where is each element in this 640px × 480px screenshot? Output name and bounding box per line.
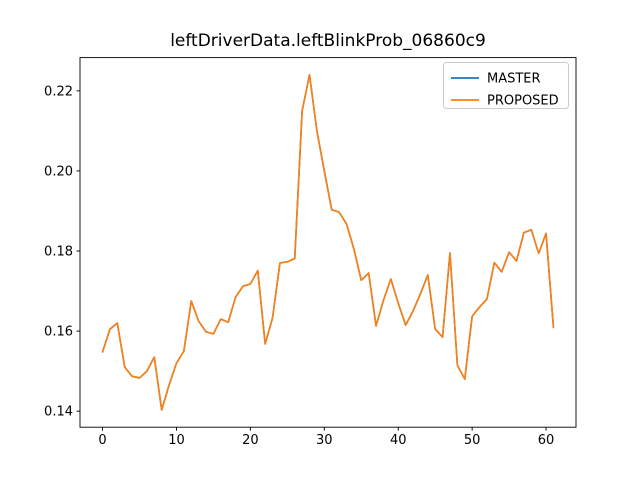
chart-title: leftDriverData.leftBlinkProb_06860c9 bbox=[170, 31, 486, 51]
x-tick-label: 10 bbox=[168, 433, 185, 448]
legend: MASTER PROPOSED bbox=[443, 62, 569, 109]
x-tick-label: 20 bbox=[242, 433, 259, 448]
legend-label-proposed: PROPOSED bbox=[487, 94, 559, 109]
plot-area bbox=[79, 57, 577, 428]
legend-box bbox=[443, 62, 569, 109]
proposed-line bbox=[101, 74, 555, 411]
x-tick-label: 0 bbox=[98, 433, 106, 448]
legend-label-master: MASTER bbox=[487, 72, 541, 87]
x-axis-ticks: 0 10 20 30 40 50 60 bbox=[98, 427, 554, 448]
y-tick-label: 0.22 bbox=[44, 84, 73, 99]
x-tick-label: 40 bbox=[390, 433, 407, 448]
x-tick-label: 30 bbox=[316, 433, 333, 448]
y-axis-ticks: 0.14 0.16 0.18 0.20 0.22 bbox=[44, 84, 80, 420]
y-tick-label: 0.16 bbox=[44, 325, 73, 340]
y-tick-label: 0.18 bbox=[44, 245, 73, 260]
series-lines bbox=[101, 74, 555, 411]
x-tick-label: 50 bbox=[464, 433, 481, 448]
y-tick-label: 0.14 bbox=[44, 405, 73, 420]
x-tick-label: 60 bbox=[538, 433, 555, 448]
y-tick-label: 0.20 bbox=[44, 164, 73, 179]
